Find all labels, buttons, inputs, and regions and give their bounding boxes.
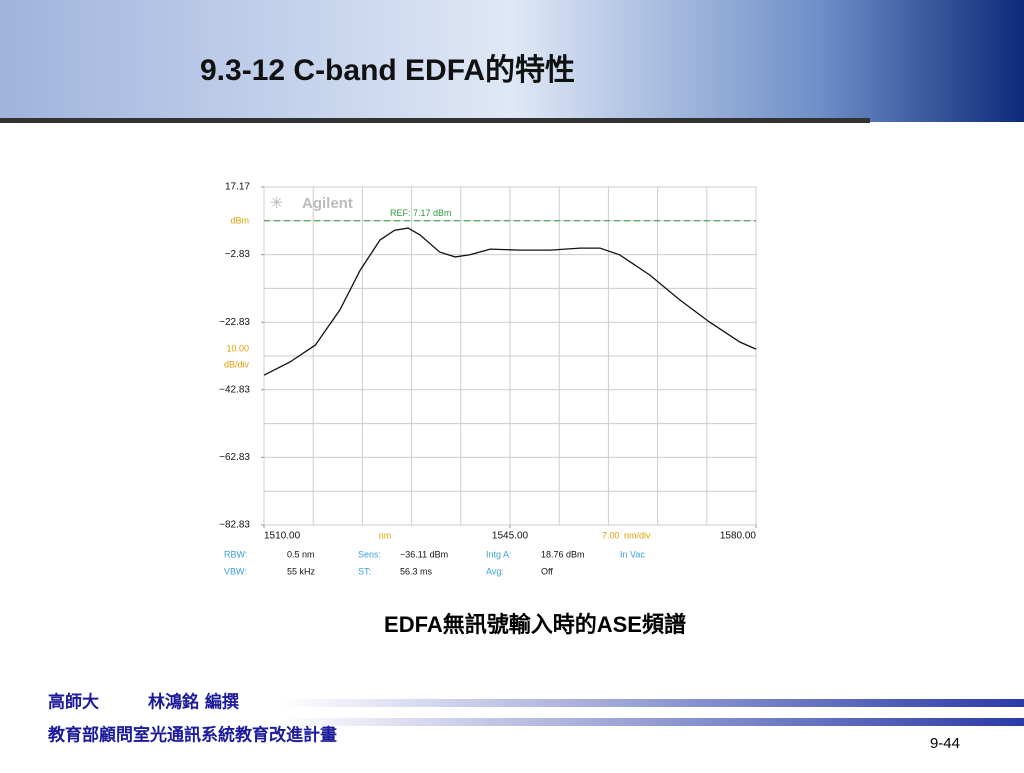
footer-author: 林鴻銘 編撰 [148, 692, 239, 713]
info-cell: ST: [358, 566, 371, 576]
reference-label: REF: 7.17 dBm [390, 208, 452, 218]
spectrum-line [263, 227, 757, 376]
info-cell: 18.76 dBm [541, 549, 585, 559]
info-cell: Intg A: [486, 549, 512, 559]
footer-stripe [280, 718, 1024, 726]
y-div-unit: dB/div [224, 359, 250, 369]
info-cell: RBW: [224, 549, 247, 559]
slide-title: 9.3-12 C-band EDFA的特性 [200, 54, 575, 87]
y-unit: dBm [230, 215, 249, 225]
y-tick-label: −42.83 [219, 384, 250, 395]
info-cell: 56.3 ms [400, 566, 433, 576]
footer-school: 高師大 [48, 692, 99, 713]
footer-stripe [280, 699, 1024, 707]
info-cell: −36.11 dBm [400, 549, 448, 559]
page-number: 9-44 [930, 735, 960, 752]
y-tick-label: −82.83 [219, 520, 250, 531]
x-tick-label: 1545.00 [492, 531, 529, 542]
x-unit: nm [379, 530, 392, 540]
info-cell: Avg: [486, 566, 504, 576]
brand: Agilent [302, 195, 353, 212]
header-band [0, 0, 1024, 122]
x-tick-label: 1510.00 [264, 531, 301, 542]
y-tick-label: 17.17 [225, 182, 250, 193]
y-div: 10.00 [226, 343, 249, 353]
y-tick-label: −62.83 [219, 452, 250, 463]
info-cell: VBW: [224, 566, 247, 576]
info-cell: 0.5 nm [287, 549, 315, 559]
info-cell: 55 kHz [287, 566, 316, 576]
brand-star: ✳ [270, 195, 283, 212]
x-tick-label: 1580.00 [720, 531, 757, 542]
info-cell: Off [541, 566, 553, 576]
x-div: 7.00 [602, 530, 620, 540]
x-div-unit: nm/div [624, 530, 651, 540]
info-cell: In Vac [620, 549, 645, 559]
header-rule [0, 118, 870, 123]
info-cell: Sens: [358, 549, 381, 559]
footer-program: 教育部顧問室光通訊系統教育改進計畫 [47, 725, 337, 746]
caption: EDFA無訊號輸入時的ASE頻譜 [384, 612, 686, 637]
y-tick-label: −22.83 [219, 317, 250, 328]
y-tick-label: −2.83 [225, 249, 251, 260]
